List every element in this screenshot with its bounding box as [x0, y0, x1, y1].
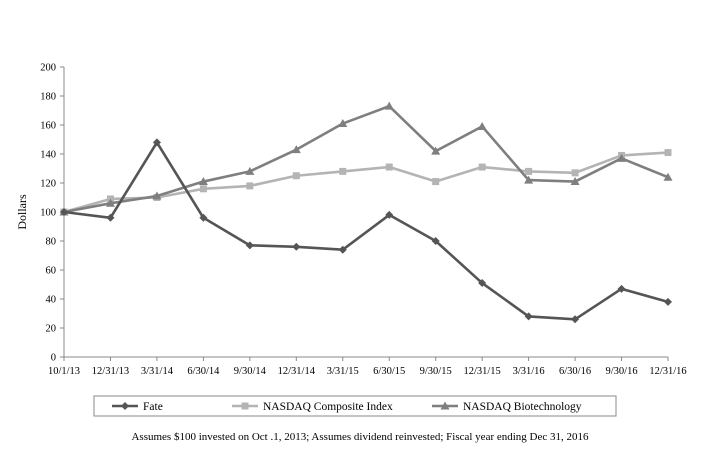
data-point-nasdaq-biotechnology [524, 175, 534, 184]
y-axis-ticks: 0 20 40 60 80 100 120 140 160 180 200 [40, 63, 64, 364]
data-point-nasdaq-biotechnology [105, 198, 115, 207]
series-nasdaq-composite-index [60, 149, 672, 216]
data-point-fate [478, 279, 487, 288]
data-point-fate [617, 284, 626, 293]
y-tick-label: 100 [40, 208, 56, 219]
data-point-fate [106, 213, 115, 222]
y-tick-label: 60 [46, 266, 57, 277]
line-chart: 0 20 40 60 80 100 120 140 160 180 200 10/1/13 12/31… [15, 63, 687, 417]
legend-marker [241, 402, 249, 410]
series-layer [59, 101, 673, 324]
legend-label: Fate [143, 401, 163, 413]
x-tick-label: 10/1/13 [48, 366, 80, 377]
data-point-nasdaq-biotechnology [477, 121, 487, 130]
x-tick-label: 12/31/15 [463, 366, 500, 377]
data-point-nasdaq-composite-index [664, 149, 672, 157]
data-point-nasdaq-composite-index [432, 178, 440, 186]
data-point-fate [571, 315, 580, 324]
data-point-nasdaq-biotechnology [617, 153, 627, 162]
legend-marker [121, 402, 129, 410]
series-line-fate [63, 141, 669, 321]
data-point-fate [524, 312, 533, 321]
x-tick-label: 6/30/15 [373, 366, 405, 377]
series-line-nasdaq-biotechnology [63, 104, 669, 214]
x-tick-label: 9/30/14 [234, 366, 267, 377]
data-point-nasdaq-composite-index [246, 182, 254, 190]
data-point-fate [60, 208, 68, 216]
y-tick-label: 200 [40, 63, 56, 74]
data-point-nasdaq-biotechnology [152, 191, 162, 200]
data-point-nasdaq-biotechnology [663, 172, 673, 181]
data-point-fate [245, 241, 254, 250]
x-tick-label: 12/31/13 [92, 366, 129, 377]
legend-label: NASDAQ Composite Index [263, 401, 393, 413]
data-point-nasdaq-biotechnology [384, 101, 394, 110]
legend-item-nasdaq-biotechnology: NASDAQ Biotechnology [432, 401, 582, 413]
x-tick-label: 6/30/14 [187, 366, 220, 377]
legend-marker [440, 401, 450, 410]
data-point-nasdaq-biotechnology [570, 177, 580, 186]
data-point-fate [385, 210, 394, 219]
y-tick-label: 140 [40, 150, 56, 161]
series-line-nasdaq-composite-index [63, 151, 669, 214]
y-axis-title: Dollars [15, 194, 29, 230]
y-tick-label: 120 [40, 179, 56, 190]
data-point-fate [431, 237, 440, 245]
data-point-nasdaq-composite-index [339, 167, 347, 175]
data-point-fate [199, 213, 208, 222]
data-point-nasdaq-biotechnology [245, 166, 255, 175]
legend-label: NASDAQ Biotechnology [463, 401, 582, 413]
axes [63, 67, 668, 358]
data-point-fate [338, 245, 347, 254]
y-tick-label: 180 [40, 92, 56, 103]
data-point-fate [664, 297, 672, 306]
legend-item-nasdaq-composite-index: NASDAQ Composite Index [232, 401, 393, 413]
x-axis-ticks: 10/1/13 12/31/13 3/31/14 6/30/14 9/30/14 12/3… [48, 357, 687, 377]
x-tick-label: 9/30/15 [420, 366, 452, 377]
y-tick-label: 20 [46, 324, 57, 335]
data-point-nasdaq-biotechnology [338, 119, 348, 128]
x-tick-label: 12/31/14 [278, 366, 316, 377]
legend: Fate NASDAQ Composite Index NASDAQ Biotech… [93, 395, 617, 417]
y-tick-label: 40 [46, 295, 57, 306]
y-tick-label: 160 [40, 121, 56, 132]
y-tick-label: 80 [46, 237, 57, 248]
y-tick-label: 0 [51, 353, 56, 364]
legend-item-fate: Fate [112, 401, 163, 413]
data-point-nasdaq-composite-index [199, 185, 207, 193]
x-tick-label: 3/31/15 [327, 366, 359, 377]
data-point-nasdaq-composite-index [525, 167, 533, 175]
data-point-nasdaq-biotechnology [431, 146, 441, 155]
data-point-nasdaq-biotechnology [198, 177, 208, 186]
x-tick-label: 6/30/16 [559, 366, 591, 377]
data-point-nasdaq-biotechnology [291, 145, 301, 154]
data-point-fate [152, 138, 161, 147]
data-point-fate [292, 242, 301, 251]
x-tick-label: 3/31/14 [141, 366, 174, 377]
data-point-nasdaq-composite-index [292, 172, 300, 180]
x-tick-label: 9/30/16 [605, 366, 637, 377]
x-tick-label: 3/31/16 [513, 366, 545, 377]
series-fate [60, 138, 672, 324]
data-point-nasdaq-composite-index [571, 169, 579, 177]
footnote: Assumes $100 invested on Oct .1, 2013; A… [131, 431, 589, 443]
x-tick-label: 12/31/16 [649, 366, 686, 377]
legend-box [93, 395, 617, 417]
data-point-nasdaq-composite-index [478, 163, 486, 171]
data-point-nasdaq-composite-index [385, 163, 393, 171]
